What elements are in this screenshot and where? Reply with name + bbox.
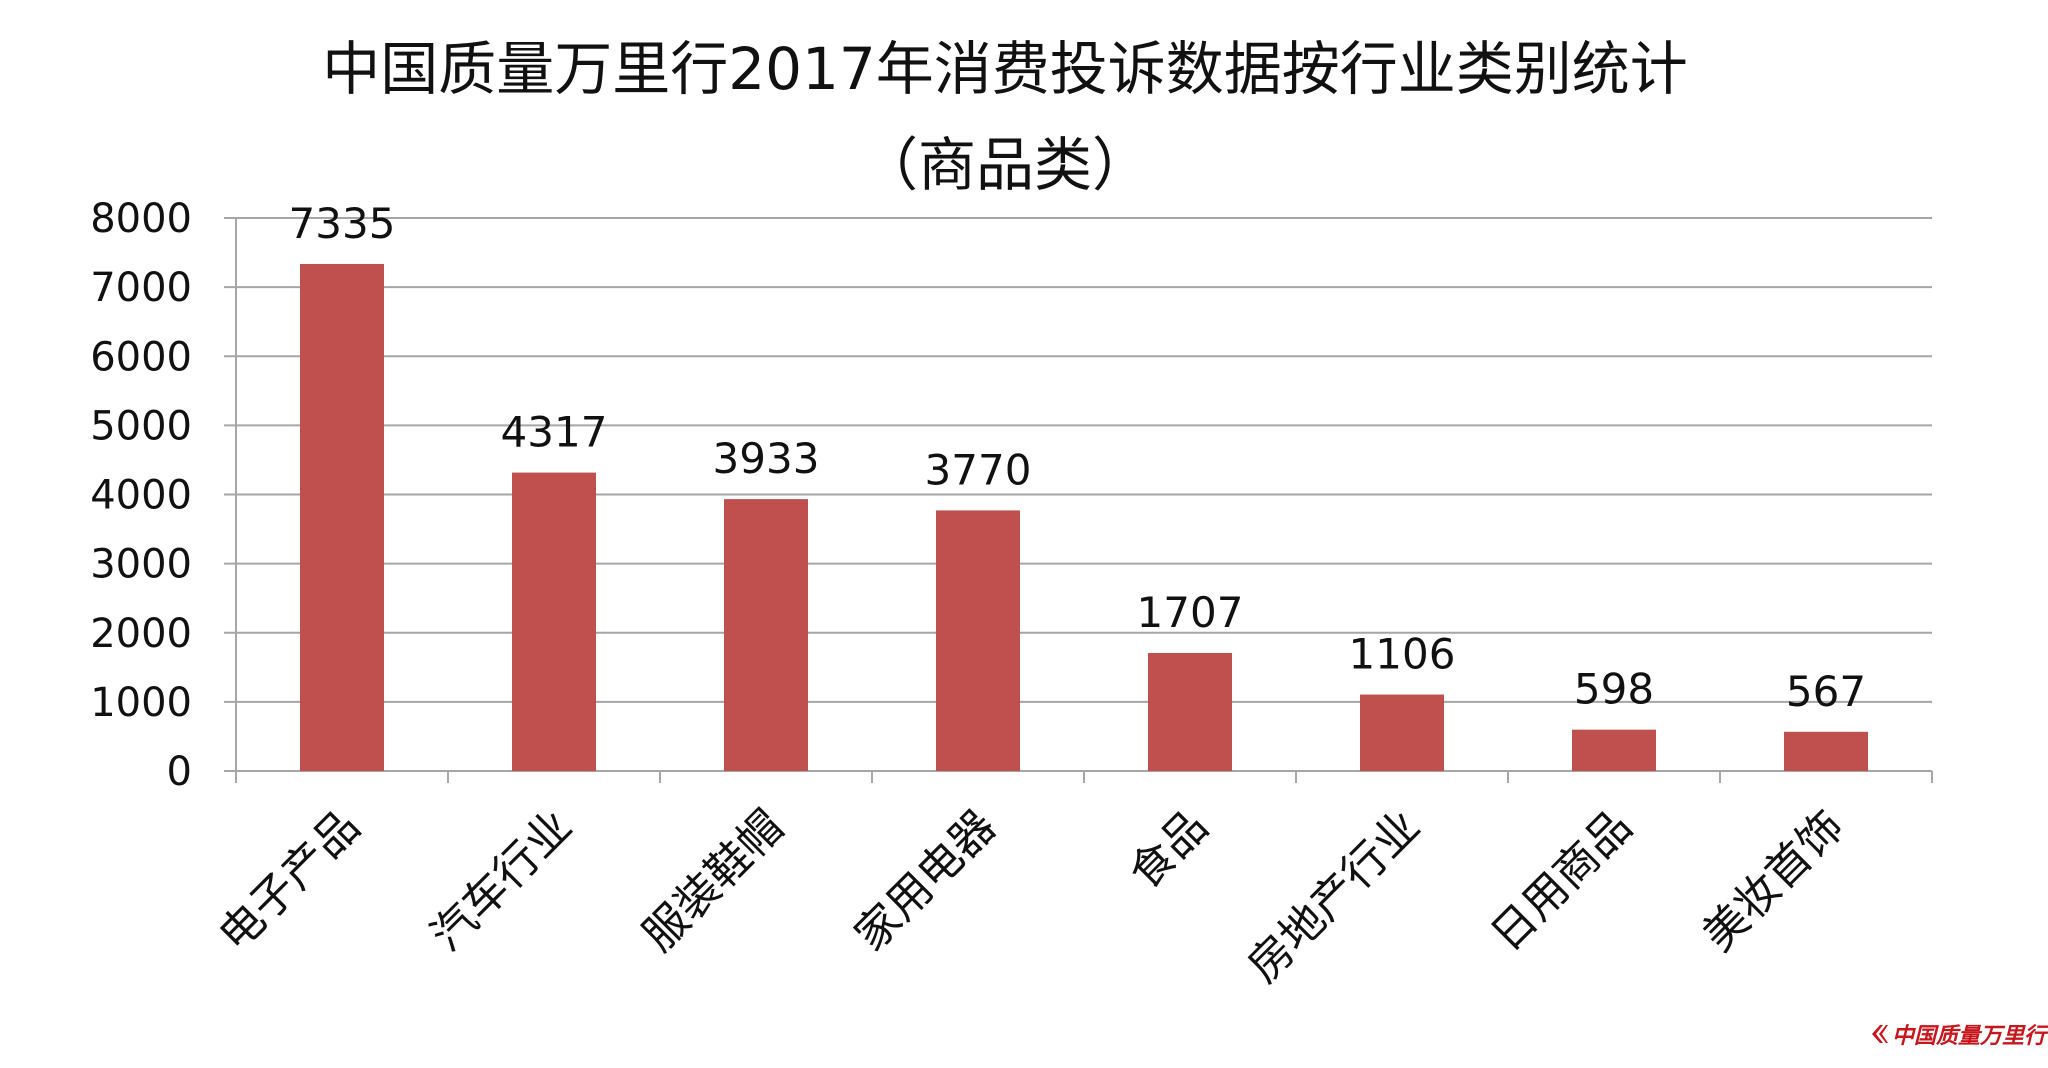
data-label: 7335 [289,199,396,248]
data-label: 3933 [713,434,820,483]
data-label: 4317 [501,408,608,457]
x-tick-label: 食品 [1119,801,1217,899]
y-tick-label: 8000 [90,196,192,242]
y-tick-label: 2000 [90,611,192,657]
y-tick-label: 6000 [90,334,192,380]
data-label: 567 [1786,667,1866,716]
logo-mark-icon [1871,1025,1888,1043]
bar [1360,694,1444,771]
brand-logo: 中国质量万里行 [1870,1018,2046,1050]
x-tick-label: 美妆首饰 [1693,801,1854,962]
data-label: 1106 [1349,630,1456,679]
bar [1148,653,1232,771]
x-tick-label: 电子产品 [209,801,370,962]
y-tick-label: 3000 [90,542,192,588]
y-tick-label: 4000 [90,473,192,519]
y-tick-label: 7000 [90,265,192,311]
bar [1784,731,1868,771]
logo-text: 中国质量万里行 [1891,1023,2046,1049]
x-tick-label: 家用电器 [845,801,1006,962]
x-tick-label: 日用商品 [1481,801,1642,962]
x-tick-label: 汽车行业 [421,801,582,962]
chart-subtitle: （商品类） [859,131,1150,199]
y-tick-label: 5000 [90,403,192,449]
bar [1572,729,1656,771]
x-tick-label: 服装鞋帽 [633,801,794,962]
data-label: 598 [1574,665,1654,714]
chart-title: 中国质量万里行2017年消费投诉数据按行业类别统计 [322,35,1688,103]
y-tick-label: 0 [167,749,192,795]
x-tick-label: 房地产行业 [1238,801,1430,993]
data-label: 3770 [925,445,1032,494]
y-tick-label: 1000 [90,680,192,726]
bar [300,263,384,771]
bar [724,499,808,771]
data-label: 1707 [1137,588,1244,637]
bar [512,472,596,771]
bar [936,510,1020,771]
